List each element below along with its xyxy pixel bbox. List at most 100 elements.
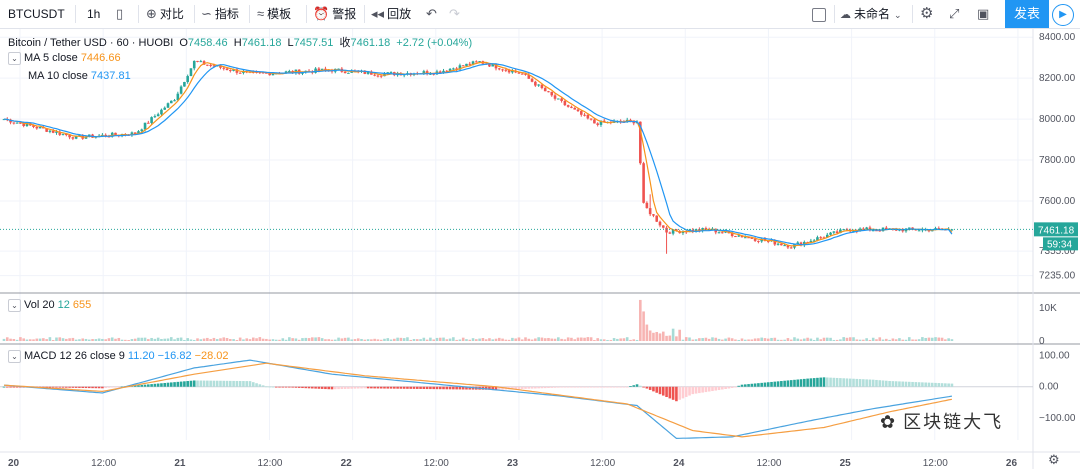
ma5-legend: ⌄ MA 5 close 7446.66 [8,52,124,65]
volume-bar [947,338,950,341]
candle-body [458,65,462,70]
volume-bar [609,339,613,341]
macd-hist-bar [947,383,950,387]
macd-hist-bar [517,386,521,390]
chart-grid [0,29,1080,469]
volume-bar [642,311,645,341]
volume-bar [199,339,203,341]
redo-button[interactable]: ↷ [449,0,463,28]
price-tick-label: 8000.00 [1039,114,1076,125]
volume-bar [848,337,852,341]
volume-bar [688,337,691,341]
macd-hist-bar [839,378,842,387]
indicators-label: 指标 [214,7,239,21]
volume-bar [461,337,465,341]
volume-bar [124,339,127,341]
candle-body [822,237,826,239]
candle-body [422,71,426,74]
candle-body [347,72,350,74]
collapse-icon[interactable]: ⌄ [8,299,21,312]
volume-bar [675,336,678,341]
macd-hist-bar [297,386,301,388]
volume-bar [222,337,226,341]
macd-hist-bar [265,386,268,388]
macd-hist-bar [583,386,586,388]
toolbar-divider [912,5,913,23]
macd-hist-bar [376,386,380,389]
symbol-selector[interactable]: BTCUSDT [8,7,65,21]
volume-bar [878,337,882,341]
volume-tick-label: 0 [1039,336,1045,347]
publish-button[interactable]: 发表 [1005,0,1049,28]
macd-hist-bar [94,386,98,389]
volume-bar [87,339,91,341]
macd-hist-bar [143,384,147,387]
volume-bar [911,339,914,341]
macd-hist-bar [432,386,435,390]
volume-bar [737,339,741,341]
macd-hist-bar [707,386,711,392]
candle-body [35,127,39,129]
macd-hist-bar [806,378,809,387]
replay-button[interactable]: ◂◂ 回放 [371,0,411,28]
gear-icon: ⚙ [920,5,934,22]
volume-bar [724,338,727,341]
undo-button[interactable]: ↶ [426,0,440,28]
volume-bar [301,338,304,341]
candle-body [179,86,183,94]
macd-hist-bar [192,380,196,387]
chart-canvas[interactable]: 8400.00 8200.00 8000.00 7800.00 7600.00 7355.… [0,29,1080,469]
volume-bar [160,338,163,341]
macd-hist-bar [829,377,832,387]
ma5-value: 7446.66 [80,52,121,65]
fullscreen-button[interactable]: ⤢ [949,0,962,28]
gear-icon[interactable]: ⚙ [1048,452,1060,467]
interval-selector[interactable]: 1h [87,7,101,21]
candle-body [852,230,855,232]
macd-hist-bar [461,386,465,390]
time-tick-label: 24 [673,458,685,469]
candle-body [602,120,606,123]
toolbar-divider [306,5,307,23]
volume-bar [540,337,544,341]
candle-body [671,229,675,234]
candle-body [222,67,226,69]
volume-bar [599,339,603,341]
macd-hist-bar [304,386,308,389]
macd-hist-bar [921,382,924,387]
macd-hist-bar [862,379,865,387]
volume-bar [504,339,508,341]
price-tick-label: 8200.00 [1039,73,1076,84]
collapse-icon[interactable]: ⌄ [8,350,21,363]
play-icon[interactable]: ▶ [1052,4,1074,26]
settings-button[interactable]: ⚙ [920,0,936,28]
volume-bar [717,338,721,341]
chart-type-button[interactable]: ▯ [116,0,126,28]
macd-hist-bar [665,386,668,397]
volume-bar [189,339,193,341]
compare-button[interactable]: ⊕ 对比 [146,0,184,28]
volume-bar [196,338,199,341]
collapse-icon[interactable]: ⌄ [8,52,21,65]
snapshot-button[interactable]: ▣ [977,0,992,28]
alert-button[interactable]: ⏰ 警报 [313,0,356,28]
volume-bar [468,339,472,341]
volume-bar [573,339,577,341]
macd-hist-bar [944,383,947,387]
volume-bar [202,338,206,341]
volume-bar [681,339,685,341]
indicators-button[interactable]: ∽ 指标 [201,0,239,28]
macd-hist-bar [868,379,872,387]
candle-body [557,98,560,100]
volume-bar [297,339,301,341]
candle-body [704,228,708,230]
macd-hist-bar [301,386,304,389]
layout-checkbox[interactable] [812,0,826,28]
candle-body [25,123,29,126]
volume-bar [507,339,511,341]
templates-button[interactable]: ≈ 模板 [257,0,291,28]
macd-hist-bar [780,381,783,387]
macd-hist-bar [222,380,226,387]
macd-hist-bar [760,382,763,387]
layout-name-button[interactable]: ☁ 未命名 ⌄ [840,0,905,28]
